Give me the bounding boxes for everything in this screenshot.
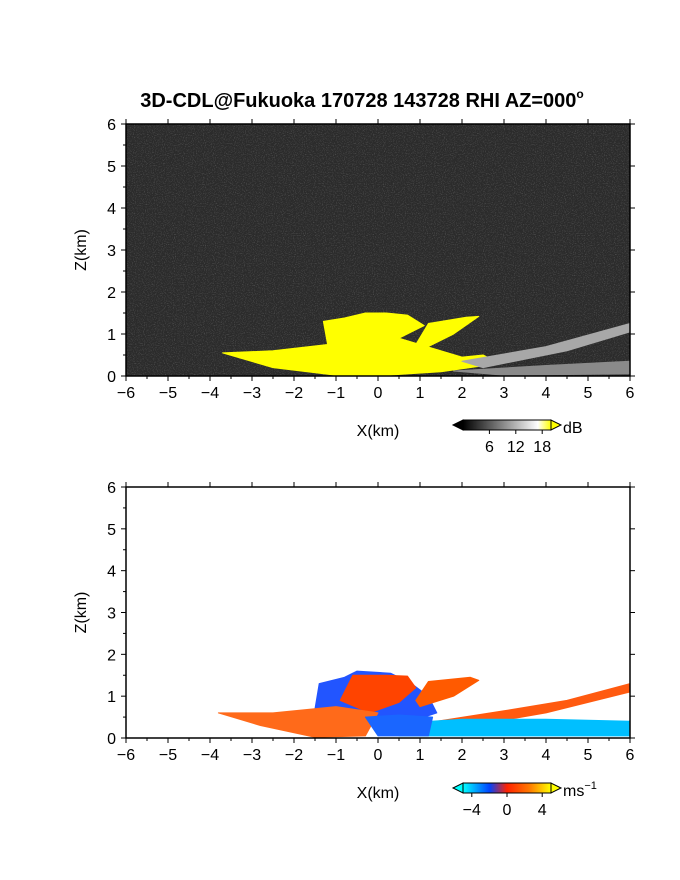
x-tick-label: −3 bbox=[243, 385, 261, 402]
region-6 bbox=[364, 714, 434, 737]
colorbar-tick-label: 18 bbox=[533, 439, 551, 456]
region-1 bbox=[339, 674, 417, 714]
x-tick-label: −1 bbox=[327, 385, 345, 402]
x-tick-label: −2 bbox=[285, 385, 303, 402]
x-tick-label: 4 bbox=[542, 747, 551, 764]
x-tick-label: −1 bbox=[327, 747, 345, 764]
x-tick-label: −6 bbox=[117, 385, 135, 402]
y-axis-label: Z(km) bbox=[73, 592, 90, 634]
colorbar-max-arrow bbox=[550, 419, 563, 431]
x-tick-label: −2 bbox=[285, 747, 303, 764]
region-3 bbox=[453, 360, 630, 376]
y-axis-label: Z(km) bbox=[73, 229, 90, 271]
y-tick-label: 3 bbox=[107, 243, 116, 260]
x-tick-label: 5 bbox=[584, 747, 593, 764]
colorbar-min-arrow bbox=[451, 419, 464, 431]
x-tick-label: −5 bbox=[159, 747, 177, 764]
colorbar-unit: dB bbox=[563, 420, 583, 437]
x-tick-label: 0 bbox=[374, 385, 383, 402]
y-tick-label: 5 bbox=[107, 522, 116, 539]
y-tick-label: 2 bbox=[107, 285, 116, 302]
intensity-background bbox=[126, 124, 630, 376]
x-tick-label: 6 bbox=[626, 385, 635, 402]
x-tick-label: −4 bbox=[201, 747, 219, 764]
region-5 bbox=[398, 718, 630, 737]
x-tick-label: 5 bbox=[584, 385, 593, 402]
region-2 bbox=[461, 323, 630, 369]
y-tick-label: 6 bbox=[107, 480, 116, 497]
x-tick-label: 0 bbox=[374, 747, 383, 764]
x-tick-label: 6 bbox=[626, 747, 635, 764]
region-0 bbox=[222, 312, 501, 376]
velocity-panel: −6 −5 −4 −3 −2 −1 0 1 2 3 4 5 6 0 1 2 3 4 5 6 X(km) Z(km) −4… bbox=[73, 480, 635, 819]
x-tick-label: 2 bbox=[458, 747, 467, 764]
y-tick-label: 1 bbox=[107, 689, 116, 706]
y-tick-label: 1 bbox=[107, 327, 116, 344]
colorbar-bar bbox=[462, 782, 552, 794]
colorbar-tick-label: 6 bbox=[485, 439, 494, 456]
figure-title: 3D-CDL@Fukuoka 170728 143728 RHI AZ=000o bbox=[140, 87, 584, 112]
x-tick-label: 1 bbox=[416, 747, 425, 764]
velocity-axes: −6 −5 −4 −3 −2 −1 0 1 2 3 4 5 6 0 1 2 3 4 5 6 bbox=[107, 480, 635, 764]
intensity-colorbar: 6 12 18 dB bbox=[451, 419, 583, 456]
colorbar-tick-label: −4 bbox=[463, 802, 481, 819]
y-tick-label: 0 bbox=[107, 731, 116, 748]
title-degree: o bbox=[576, 87, 583, 101]
colorbar-tick-label: 12 bbox=[507, 439, 525, 456]
x-tick-label: 1 bbox=[416, 385, 425, 402]
x-tick-label: 4 bbox=[542, 385, 551, 402]
x-tick-label: 2 bbox=[458, 385, 467, 402]
velocity-colorbar: −4 0 4 ms−1 bbox=[451, 780, 597, 819]
region-3 bbox=[415, 676, 480, 708]
colorbar-max-arrow bbox=[550, 782, 563, 794]
x-axis-label: X(km) bbox=[357, 423, 400, 440]
x-tick-label: −3 bbox=[243, 747, 261, 764]
intensity-axes: −6 −5 −4 −3 −2 −1 0 1 2 3 4 5 6 0 1 2 3 4 5 6 bbox=[107, 117, 635, 402]
y-tick-label: 2 bbox=[107, 647, 116, 664]
x-tick-label: 3 bbox=[500, 385, 509, 402]
x-tick-label: −6 bbox=[117, 747, 135, 764]
colorbar-unit-exponent: −1 bbox=[584, 780, 597, 792]
y-tick-label: 4 bbox=[107, 201, 116, 218]
x-tick-label: 3 bbox=[500, 747, 509, 764]
intensity-regions bbox=[222, 312, 630, 376]
velocity-regions bbox=[217, 670, 630, 738]
x-axis-label: X(km) bbox=[357, 785, 400, 802]
y-tick-label: 5 bbox=[107, 159, 116, 176]
y-tick-label: 3 bbox=[107, 606, 116, 623]
x-tick-label: −4 bbox=[201, 385, 219, 402]
colorbar-min-arrow bbox=[451, 782, 464, 794]
colorbar-unit: ms−1 bbox=[563, 780, 597, 800]
x-tick-label: −5 bbox=[159, 385, 177, 402]
colorbar-bar bbox=[462, 419, 552, 431]
velocity-axis-labels: X(km) Z(km) bbox=[73, 592, 399, 802]
region-1 bbox=[415, 315, 480, 348]
y-tick-label: 6 bbox=[107, 117, 116, 134]
y-tick-label: 4 bbox=[107, 564, 116, 581]
colorbar-tick-label: 4 bbox=[538, 802, 547, 819]
colorbar-tick-label: 0 bbox=[503, 802, 512, 819]
intensity-axis-labels: X(km) Z(km) bbox=[73, 229, 399, 440]
y-tick-label: 0 bbox=[107, 369, 116, 386]
